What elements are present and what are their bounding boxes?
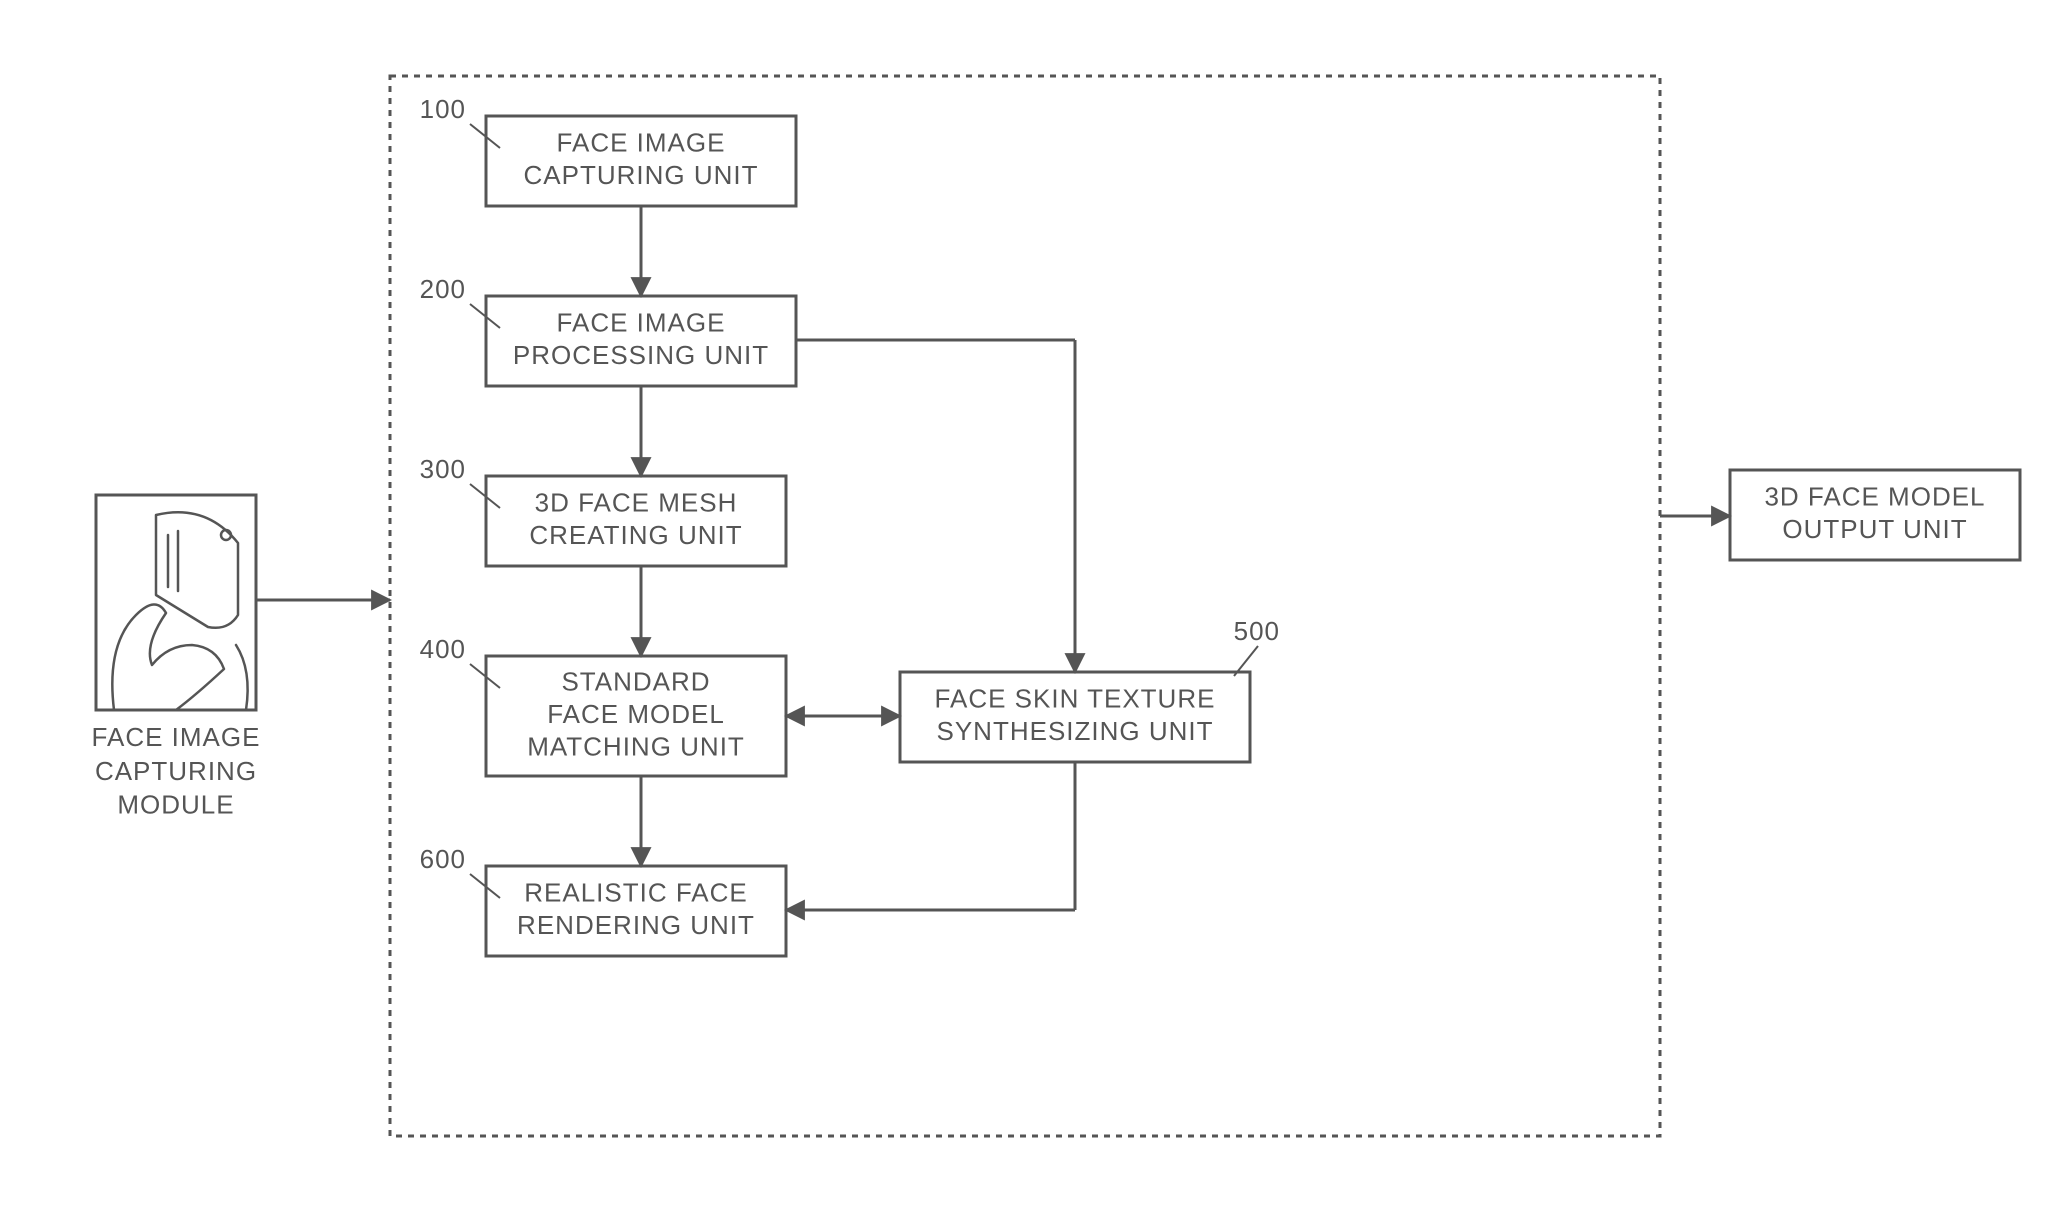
- capture-module-caption: MODULE: [117, 790, 234, 820]
- n500-label: FACE SKIN TEXTURE: [935, 684, 1216, 714]
- n200-label: PROCESSING UNIT: [513, 340, 769, 370]
- n400-ref: 400: [420, 634, 466, 664]
- output-label: 3D FACE MODEL: [1764, 482, 1985, 512]
- n200-ref: 200: [420, 274, 466, 304]
- n100-label: FACE IMAGE: [557, 128, 726, 158]
- capture-module-sketch: [112, 512, 247, 710]
- n400-label: STANDARD: [561, 666, 710, 696]
- capture-module-image: [96, 495, 256, 710]
- n300-ref: 300: [420, 454, 466, 484]
- outer-system-box: [390, 76, 1660, 1136]
- n500-ref: 500: [1234, 616, 1280, 646]
- diagram-canvas: FACE IMAGECAPTURING UNITFACE IMAGEPROCES…: [0, 0, 2048, 1221]
- output-label: OUTPUT UNIT: [1782, 514, 1967, 544]
- n600-label: REALISTIC FACE: [524, 878, 748, 908]
- n400-label: FACE MODEL: [547, 699, 725, 729]
- capture-module-caption: CAPTURING: [95, 756, 257, 786]
- n100-ref: 100: [420, 94, 466, 124]
- n600-ref: 600: [420, 844, 466, 874]
- n600-label: RENDERING UNIT: [517, 910, 755, 940]
- n500-label: SYNTHESIZING UNIT: [936, 716, 1213, 746]
- n400-label: MATCHING UNIT: [527, 731, 745, 761]
- n100-label: CAPTURING UNIT: [524, 160, 759, 190]
- n300-label: CREATING UNIT: [529, 520, 742, 550]
- n200-label: FACE IMAGE: [557, 308, 726, 338]
- n300-label: 3D FACE MESH: [535, 488, 738, 518]
- capture-module-caption: FACE IMAGE: [92, 722, 261, 752]
